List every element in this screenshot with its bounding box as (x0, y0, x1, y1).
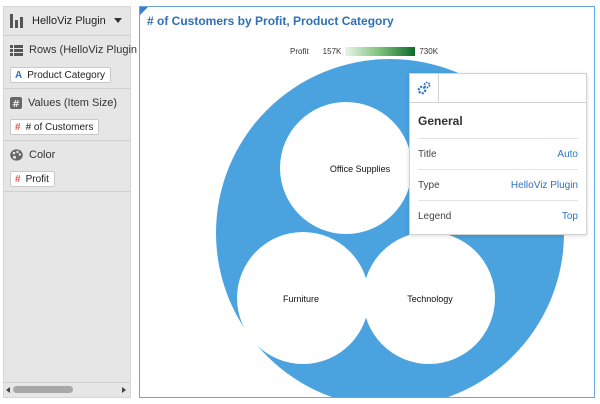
color-section-title: Color (29, 149, 56, 161)
customers-count-pill[interactable]: # # of Customers (10, 119, 100, 135)
property-key: Title (418, 148, 437, 160)
bubble-office-supplies[interactable] (280, 102, 412, 234)
bubble-label-technology: Technology (407, 294, 453, 304)
attribute-icon: A (15, 69, 23, 81)
legend-gradient (345, 47, 416, 56)
gears-icon (417, 81, 431, 95)
legend-max: 730K (419, 47, 439, 56)
profit-legend: Profit 157K 730K (290, 47, 438, 56)
legend-label: Profit (290, 47, 309, 56)
bubble-technology[interactable] (363, 232, 495, 364)
horizontal-scrollbar[interactable] (4, 382, 130, 397)
bar-chart-icon (10, 14, 26, 28)
bubble-label-office-supplies: Office Supplies (330, 164, 391, 174)
measure-icon: # (15, 173, 21, 185)
scroll-left-icon[interactable] (6, 387, 10, 393)
profit-pill[interactable]: # Profit (10, 171, 55, 187)
properties-tab-strip (410, 74, 586, 103)
rows-section-title: Rows (HelloViz Plugin Ro (29, 44, 155, 56)
legend-min: 157K (322, 47, 342, 56)
chevron-down-icon[interactable] (114, 18, 122, 23)
bubble-furniture[interactable] (237, 232, 369, 364)
property-key: Type (418, 179, 440, 191)
palette-icon (10, 149, 23, 161)
pill-label: Product Category (27, 69, 106, 81)
title-value-link[interactable]: Auto (557, 148, 578, 160)
tab-general[interactable] (410, 74, 439, 102)
selection-corner-marker (140, 7, 148, 15)
bubble-label-furniture: Furniture (283, 294, 319, 304)
data-elements-panel: HelloViz Plugin Rows (HelloViz Plugin Ro… (3, 6, 154, 398)
legend-value-link[interactable]: Top (561, 210, 578, 222)
chart-title: # of Customers by Profit, Product Catego… (147, 14, 394, 28)
rows-section: Rows (HelloViz Plugin Ro A Product Categ… (4, 36, 154, 89)
scrollbar-thumb[interactable] (13, 386, 73, 393)
color-section: Color # Profit (4, 141, 130, 192)
pill-label: Profit (25, 173, 49, 185)
values-section-title: Values (Item Size) (28, 97, 118, 109)
property-row-title: Title Auto (418, 138, 578, 169)
scroll-right-icon[interactable] (122, 387, 126, 393)
properties-panel: General Title Auto Type HelloViz Plugin … (409, 73, 587, 235)
property-row-type: Type HelloViz Plugin (418, 169, 578, 200)
rows-icon (10, 44, 23, 56)
svg-text:#: # (12, 99, 20, 109)
viz-type-label: HelloViz Plugin (32, 15, 106, 27)
pill-label: # of Customers (25, 121, 94, 133)
property-row-legend: Legend Top (418, 200, 578, 231)
general-heading: General (418, 114, 463, 128)
viz-type-selector[interactable]: HelloViz Plugin (4, 7, 130, 36)
product-category-pill[interactable]: A Product Category (10, 67, 112, 83)
property-key: Legend (418, 210, 452, 222)
measure-icon: # (15, 121, 21, 133)
values-section: # Values (Item Size) # # of Customers (4, 89, 130, 141)
hash-box-icon: # (10, 97, 22, 109)
type-value-link[interactable]: HelloViz Plugin (510, 179, 578, 191)
